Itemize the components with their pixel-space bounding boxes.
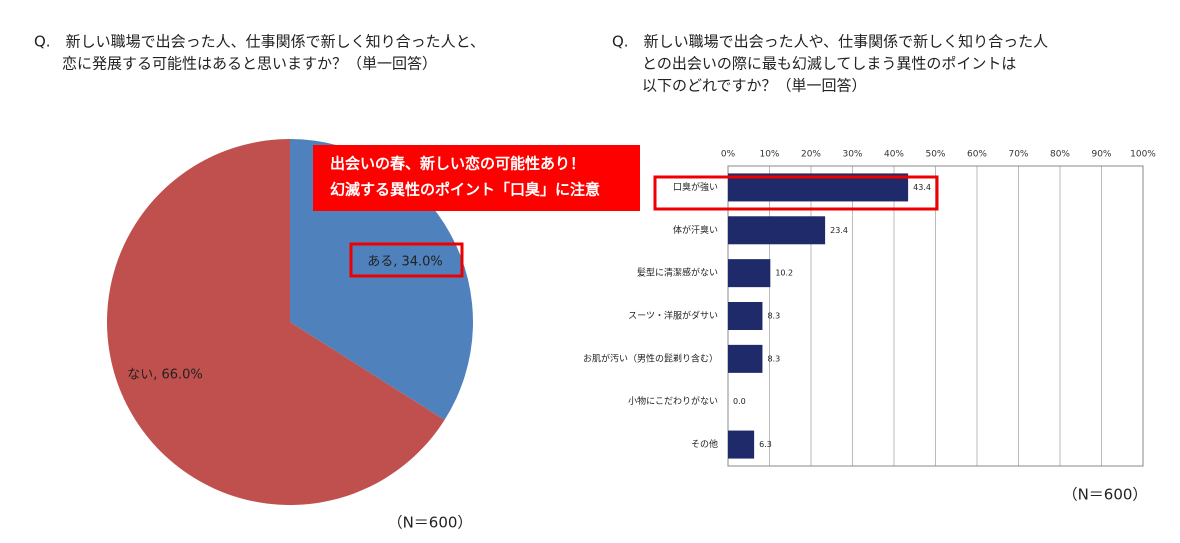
x-tick-label: 40%: [884, 150, 904, 160]
value-label: 6.3: [759, 440, 772, 449]
category-label: 口臭が強い: [673, 181, 718, 193]
pie-slice: [106, 139, 445, 506]
x-tick-label: 20%: [801, 150, 821, 160]
pie-label: ある, 34.0%: [367, 255, 443, 270]
highlight-box: [349, 242, 464, 278]
category-label: 髪型に清潔感がない: [637, 267, 718, 279]
pie-label: ない, 66.0%: [127, 368, 203, 383]
question-text: 以下のどれですか？（単一回答）: [642, 77, 867, 95]
value-label: 8.3: [767, 354, 780, 363]
question-text: Q. 新しい職場で出会った人や、仕事関係で新しく知り合った人: [612, 33, 1048, 51]
highlight-box: [653, 175, 939, 211]
value-label: 10.2: [775, 269, 793, 278]
x-tick-label: 30%: [842, 150, 862, 160]
sample-note: （N＝600）: [388, 514, 473, 532]
x-tick-label: 80%: [1050, 150, 1070, 160]
bar: [728, 430, 755, 459]
x-tick-label: 100%: [1130, 150, 1156, 160]
x-tick-label: 60%: [967, 150, 987, 160]
question-text: 恋に発展する可能性はあると思いますか？（単一回答）: [62, 55, 437, 73]
category-label: 小物にこだわりがない: [628, 395, 718, 407]
question-text: Q. 新しい職場で出会った人、仕事関係で新しく知り合った人と、: [34, 33, 485, 51]
question-text: との出会いの際に最も幻滅してしまう異性のポイントは: [642, 55, 1016, 73]
x-tick-label: 90%: [1091, 150, 1111, 160]
bar: [728, 344, 763, 373]
category-label: スーツ・洋服がダサい: [628, 310, 718, 322]
banner-text: 出会いの春、新しい恋の可能性あり！: [330, 155, 585, 173]
bar: [728, 259, 771, 288]
value-label: 8.3: [767, 312, 780, 321]
bar: [728, 216, 826, 245]
banner-bg: [313, 145, 640, 211]
category-label: お肌が汚い（男性の髭剃り含む）: [583, 352, 718, 364]
category-label: 体が汗臭い: [673, 224, 718, 236]
category-label: その他: [691, 438, 718, 450]
x-tick-label: 70%: [1008, 150, 1028, 160]
value-label: 23.4: [830, 226, 848, 235]
value-label: 0.0: [733, 397, 746, 406]
banner-text: 幻滅する異性のポイント「口臭」に注意: [330, 181, 600, 199]
bar: [728, 302, 763, 330]
sample-note: （N＝600）: [1063, 486, 1148, 504]
value-label: 43.4: [913, 183, 931, 192]
x-tick-label: 0%: [721, 150, 736, 160]
x-tick-label: 10%: [759, 150, 779, 160]
x-tick-label: 50%: [925, 150, 945, 160]
